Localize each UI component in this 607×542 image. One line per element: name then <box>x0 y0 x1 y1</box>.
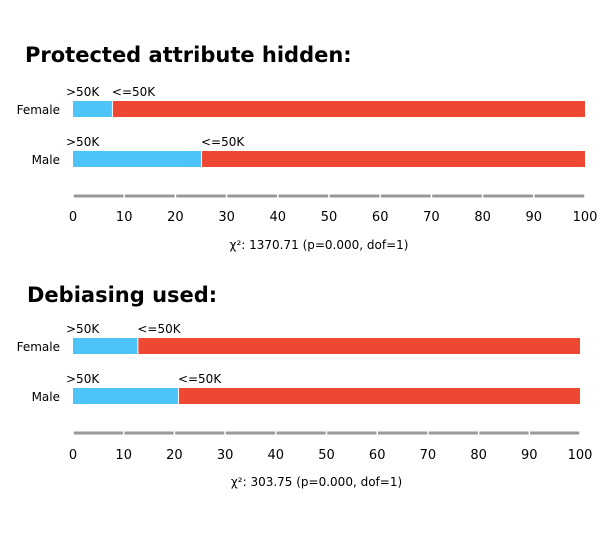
chart-2: Debiasing used: Female >50K <=50K Male >50K <=… <box>17 283 593 489</box>
x-tick-label: 60 <box>369 448 386 463</box>
segment-label-female-gt50k: >50K <box>66 85 100 99</box>
chart-title: Debiasing used: <box>27 283 217 307</box>
segment-label-male-gt50k: >50K <box>66 135 100 149</box>
x-tick-label: 40 <box>270 210 287 225</box>
x-tick-label: 70 <box>420 448 437 463</box>
chart-title: Protected attribute hidden: <box>25 43 352 67</box>
x-tick-label: 50 <box>318 448 335 463</box>
category-label-male: Male <box>32 390 60 404</box>
x-tick-label: 30 <box>217 448 234 463</box>
category-label-female: Female <box>17 103 60 117</box>
x-tick-label: 90 <box>526 210 543 225</box>
bar-male-gt50k <box>73 388 178 404</box>
segment-label-female-le50k: <=50K <box>112 85 156 99</box>
x-tick-label: 50 <box>321 210 338 225</box>
x-tick-label: 80 <box>470 448 487 463</box>
x-tick-label: 0 <box>69 210 77 225</box>
x-tick-label: 20 <box>166 448 183 463</box>
x-tick-label: 70 <box>423 210 440 225</box>
x-tick-label: 10 <box>115 448 132 463</box>
x-tick-label: 80 <box>474 210 491 225</box>
x-tick-label: 60 <box>372 210 389 225</box>
segment-label-male-le50k: <=50K <box>201 135 245 149</box>
segment-label-female-gt50k: >50K <box>66 322 100 336</box>
bar-female-gt50k <box>73 338 138 354</box>
bar-female-gt50k <box>73 101 112 117</box>
x-tick-label: 100 <box>573 210 598 225</box>
x-tick-label: 0 <box>69 448 77 463</box>
bar-male-le50k <box>178 388 580 404</box>
segment-label-male-le50k: <=50K <box>178 372 222 386</box>
x-tick-label: 100 <box>568 448 593 463</box>
x-tick-label: 90 <box>521 448 538 463</box>
category-label-female: Female <box>17 340 60 354</box>
chi-square-stat: χ²: 303.75 (p=0.000, dof=1) <box>231 475 402 489</box>
x-tick-label: 20 <box>167 210 184 225</box>
bar-female-le50k <box>138 338 580 354</box>
x-tick-label: 30 <box>218 210 235 225</box>
x-tick-label: 40 <box>268 448 285 463</box>
bar-male-le50k <box>202 151 585 167</box>
chart-1: Protected attribute hidden: Female >50K <=5… <box>17 43 598 252</box>
bar-male-gt50k <box>73 151 201 167</box>
segment-label-male-gt50k: >50K <box>66 372 100 386</box>
bar-female-le50k <box>112 101 586 117</box>
category-label-male: Male <box>32 153 60 167</box>
x-tick-label: 10 <box>116 210 133 225</box>
segment-label-female-le50k: <=50K <box>137 322 181 336</box>
chi-square-stat: χ²: 1370.71 (p=0.000, dof=1) <box>230 238 409 252</box>
